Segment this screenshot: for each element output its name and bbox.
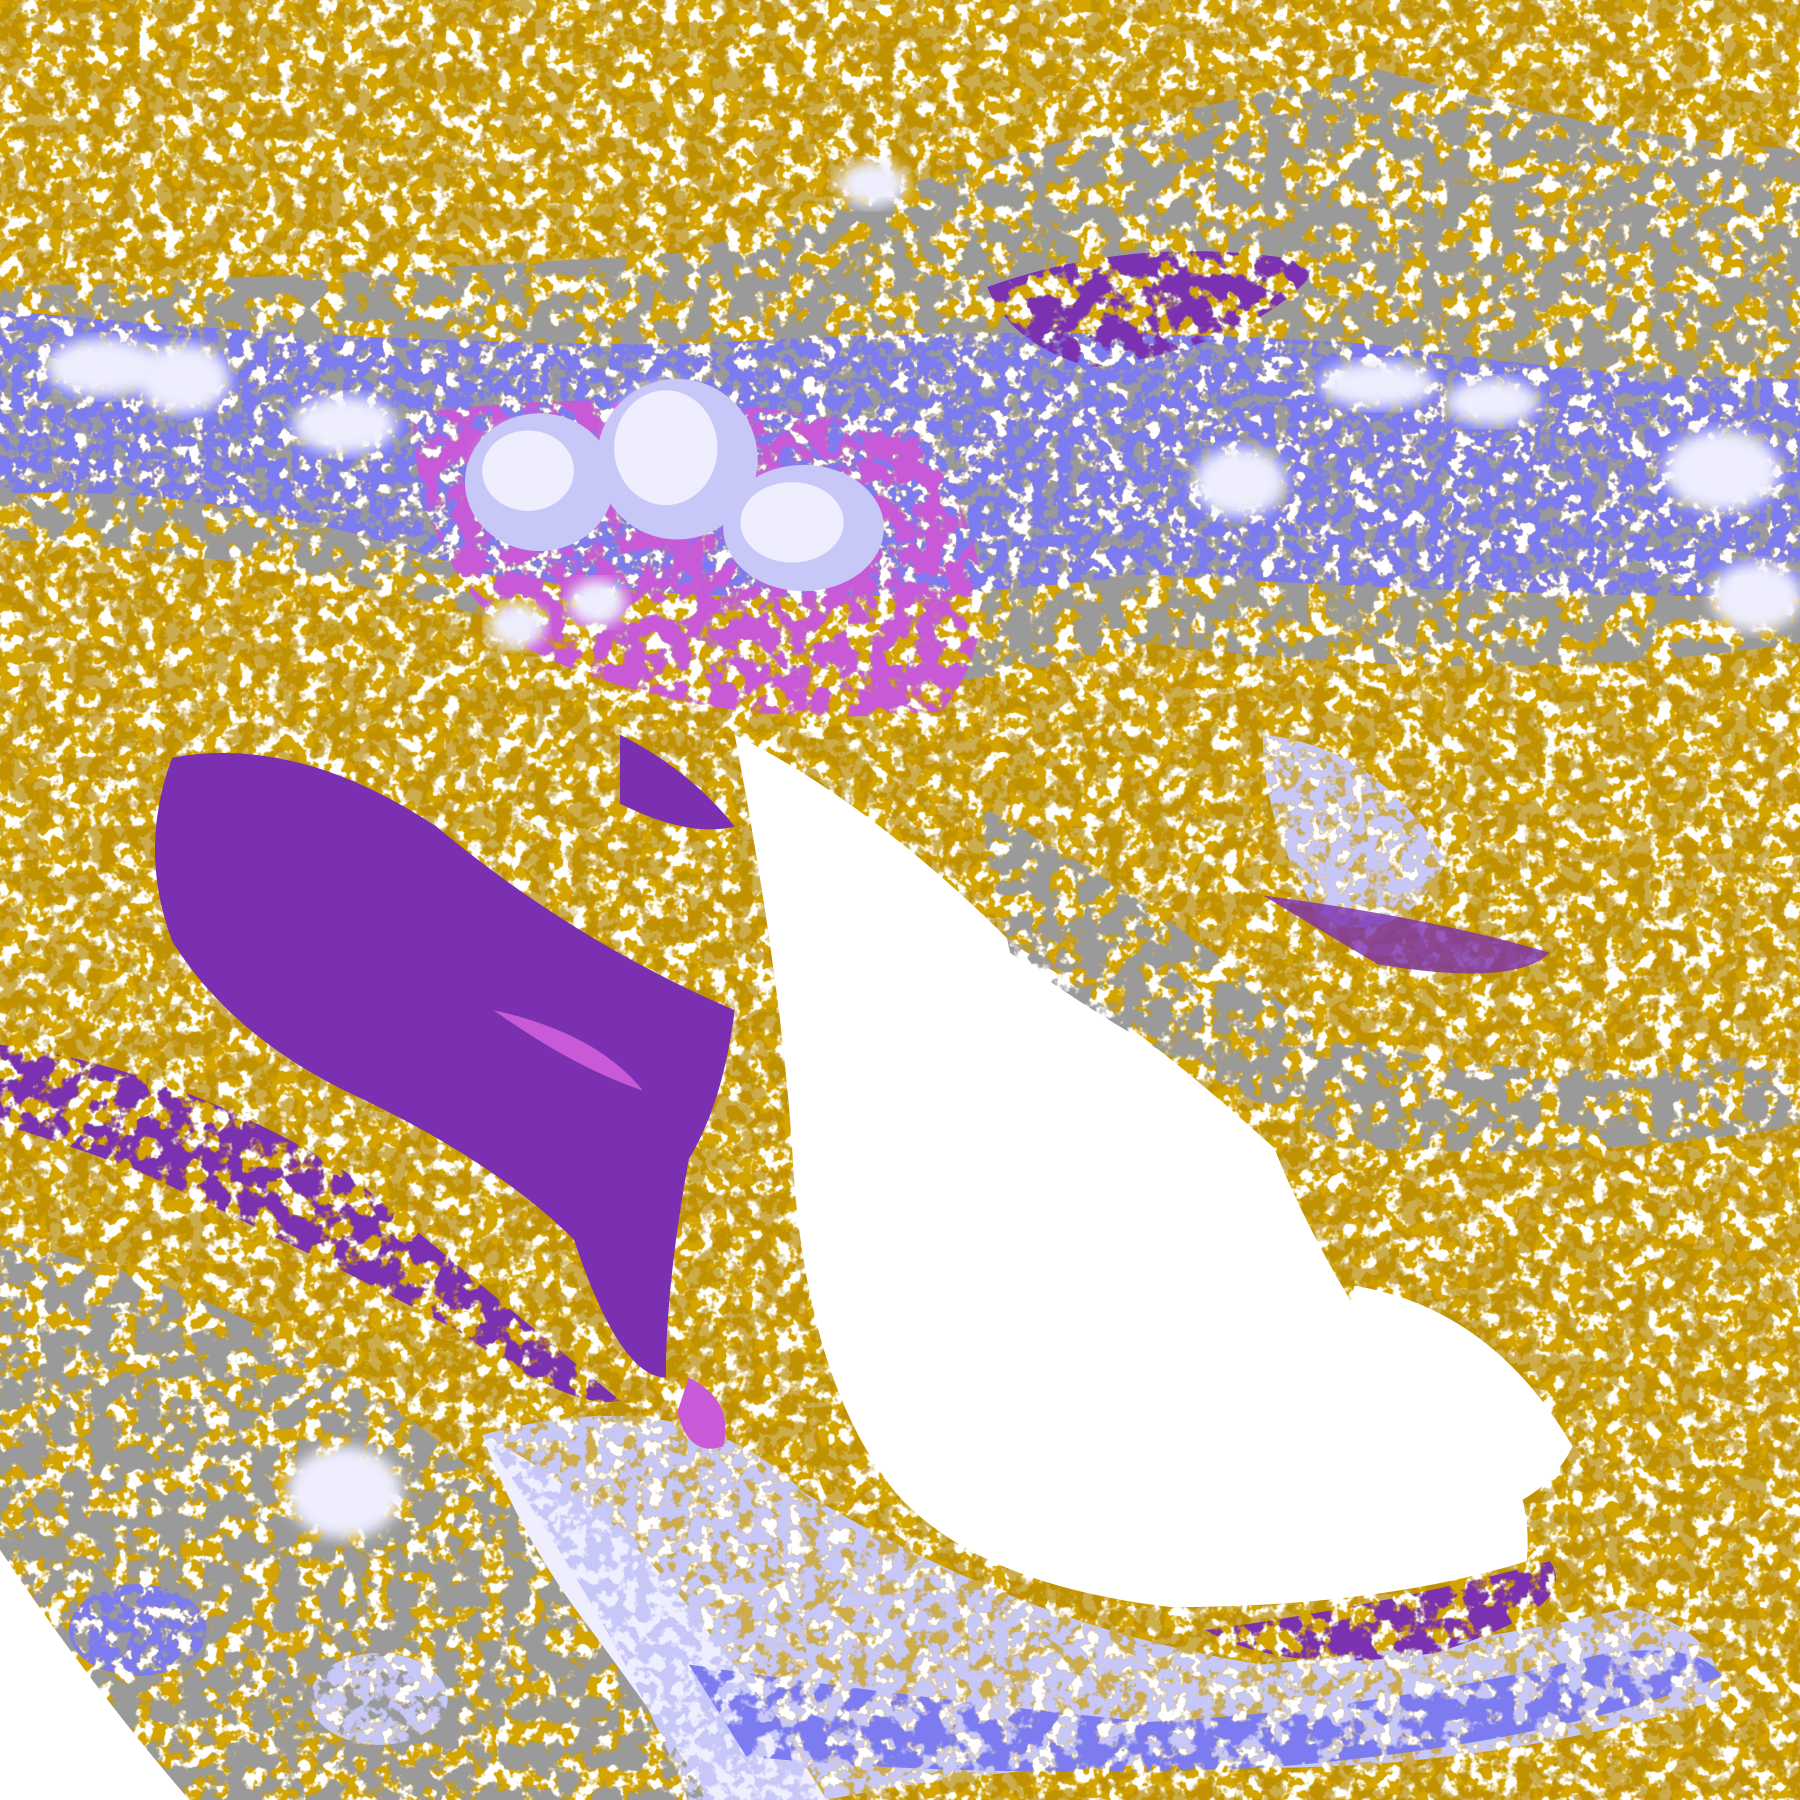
upper-purple-patch <box>987 251 1321 368</box>
bright-cloud-cell <box>838 160 907 207</box>
bright-cloud-cell <box>487 602 546 649</box>
lavender-cloud-patch <box>309 1653 448 1745</box>
southwest-swirl-gray <box>0 1239 804 1800</box>
eastern-cloud-band-gray <box>975 803 1800 1151</box>
blue-cloud-patch <box>68 1584 207 1677</box>
bright-cloud-cell <box>740 482 844 563</box>
eastern-purple-streak <box>1262 895 1550 974</box>
magenta-core-south <box>677 1377 726 1449</box>
bright-cloud-cell <box>568 579 626 626</box>
purple-region-magenta-streak <box>493 1010 643 1091</box>
bright-cloud-cell <box>1193 447 1286 517</box>
bright-cloud-cell <box>1710 562 1800 632</box>
deep-cloud-purple-region <box>154 753 735 1378</box>
eastern-lavender-patch <box>1262 734 1447 928</box>
bright-cloud-cell <box>286 1446 402 1539</box>
bright-cloud-cell <box>614 390 718 506</box>
bright-cloud-cell <box>1664 430 1780 511</box>
north-purple-strip <box>619 734 735 830</box>
bright-cloud-cell <box>482 430 574 511</box>
southern-purple-streak <box>1205 1561 1557 1661</box>
bright-cloud-cell <box>1446 378 1539 425</box>
bright-cloud-cell <box>1320 361 1435 408</box>
bright-cloud-cell <box>45 338 161 397</box>
clear-region-east <box>1341 1285 1573 1520</box>
bright-cloud-cell <box>292 396 397 454</box>
off-disk-corner <box>0 1549 190 1800</box>
clear-region-center <box>734 734 1528 1608</box>
bright-cloud-cell <box>137 344 230 414</box>
southern-blue-band <box>688 1650 1722 1772</box>
southwest-purple-band <box>0 1044 620 1402</box>
